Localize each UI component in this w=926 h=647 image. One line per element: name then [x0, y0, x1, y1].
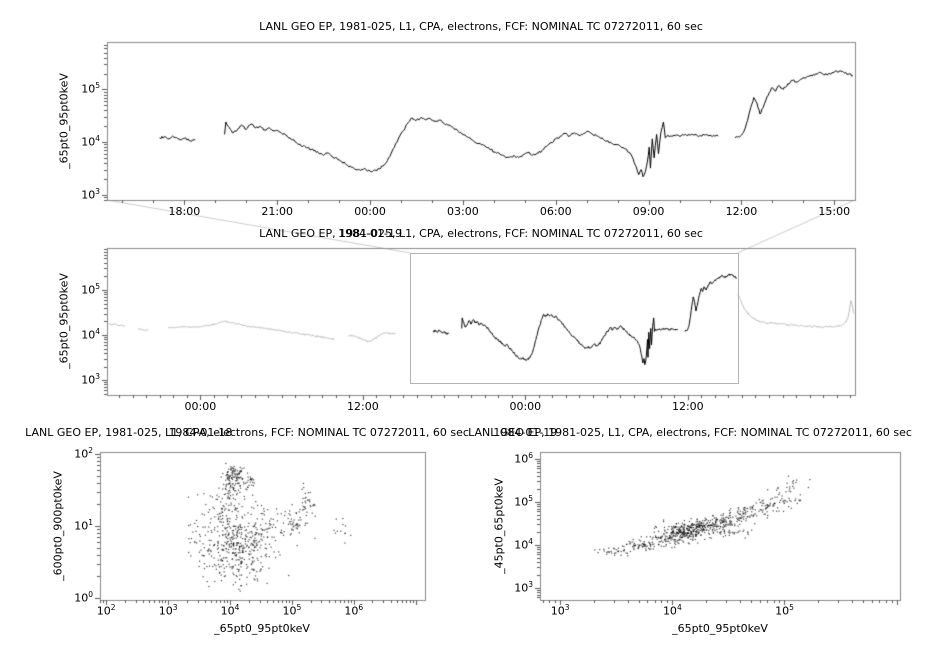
- y-tick-label: 103: [81, 372, 100, 387]
- scatter-left-x-axis-label: _65pt0_95pt0keV: [214, 622, 310, 635]
- y-tick-label: 103: [81, 186, 100, 202]
- x-axis-date-label: 1984-01-19: [338, 227, 403, 240]
- x-axis-date-label: 1984-01-19: [493, 426, 558, 439]
- y-tick-label: 105: [514, 493, 533, 509]
- overview-chart-title: LANL GEO EP, 1981-025, L1, CPA, electron…: [259, 227, 703, 240]
- y-tick-label: 104: [81, 327, 100, 342]
- scatter-right-y-axis-label: _45pt0_65pt0keV: [492, 478, 506, 574]
- y-tick-label: 105: [81, 81, 100, 97]
- x-tick-label: 12:00: [347, 400, 379, 413]
- y-tick-label: 104: [514, 536, 533, 552]
- x-tick-label: 102: [96, 603, 116, 618]
- x-tick-label: 21:00: [261, 205, 294, 218]
- y-tick-label: 103: [514, 579, 533, 595]
- top-chart-title: LANL GEO EP, 1981-025, L1, CPA, electron…: [259, 20, 703, 33]
- x-tick-label: 09:00: [632, 205, 665, 218]
- x-tick-label: 00:00: [184, 400, 217, 413]
- x-tick-label: 03:00: [447, 205, 479, 218]
- top-timeseries-plot-area[interactable]: [107, 42, 855, 200]
- scatter-left-y-axis-label: _600pt0_900pt0keV: [51, 471, 65, 581]
- x-tick-label: 00:00: [509, 400, 542, 413]
- x-tick-label: 104: [662, 603, 682, 618]
- scatter-left-plot-area[interactable]: [100, 452, 425, 600]
- x-tick-label: 103: [550, 603, 570, 618]
- x-tick-label: 00:00: [354, 205, 386, 218]
- zoom-region-box[interactable]: [410, 253, 739, 384]
- y-tick-label: 101: [74, 518, 93, 533]
- x-axis-date-label: 1984-01-18: [168, 426, 233, 439]
- x-tick-label: 106: [344, 603, 364, 618]
- x-tick-label: 18:00: [168, 205, 201, 218]
- x-tick-label: 105: [775, 603, 794, 618]
- x-tick-label: 104: [220, 603, 240, 618]
- x-tick-label: 105: [282, 603, 302, 618]
- x-tick-label: 12:00: [725, 205, 758, 218]
- overview-y-axis-label: _65pt0_95pt0keV: [57, 273, 71, 369]
- x-tick-label: 15:00: [818, 205, 851, 218]
- scatter-right-plot-area[interactable]: [540, 452, 900, 600]
- y-tick-label: 105: [81, 281, 100, 297]
- y-tick-label: 100: [74, 589, 93, 605]
- x-tick-label: 06:00: [539, 205, 572, 218]
- y-tick-label: 106: [514, 450, 533, 466]
- y-tick-label: 104: [81, 134, 100, 149]
- x-tick-label: 103: [158, 603, 178, 618]
- scatter-right-chart-title: LANL GEO EP, 1981-025, L1, CPA, electron…: [468, 426, 912, 439]
- x-tick-label: 12:00: [671, 400, 704, 413]
- top-y-axis-label: _65pt0_95pt0keV: [57, 73, 71, 169]
- scatter-right-x-axis-label: _65pt0_95pt0keV: [672, 622, 768, 635]
- scatter-left-chart-title: LANL GEO EP, 1981-025, L1, CPA, electron…: [25, 426, 469, 439]
- y-tick-label: 102: [74, 446, 93, 461]
